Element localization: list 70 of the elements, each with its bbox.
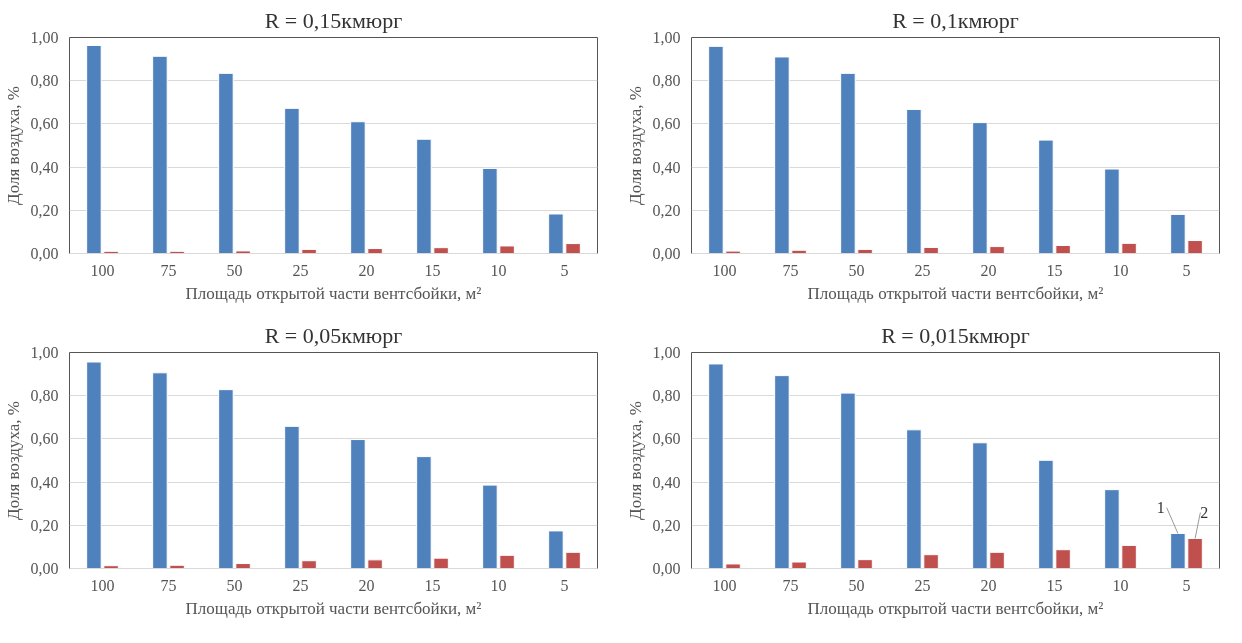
y-tick-label: 0,20 xyxy=(30,516,59,534)
y-tick-label: 0,40 xyxy=(652,158,681,176)
x-tick-label: 15 xyxy=(1046,261,1063,279)
x-axis-title: Площадь открытой части вентсбойки, м² xyxy=(807,283,1104,303)
x-tick-label: 75 xyxy=(782,576,799,594)
y-tick-label: 0,00 xyxy=(30,560,59,577)
x-tick-label: 75 xyxy=(782,261,799,279)
x-tick-label: 25 xyxy=(914,576,931,594)
y-tick-label: 0,40 xyxy=(30,473,59,491)
x-tick-label: 15 xyxy=(1046,576,1063,594)
x-tick-label: 100 xyxy=(712,261,737,279)
x-tick-label: 10 xyxy=(1112,576,1129,594)
y-axis-title: Доля воздуха, % xyxy=(3,86,23,205)
x-tick-label: 5 xyxy=(560,576,569,594)
x-axis-title: Площадь открытой части вентсбойки, м² xyxy=(185,283,482,303)
y-tick-label: 1,00 xyxy=(652,29,681,46)
x-tick-label: 75 xyxy=(160,261,177,279)
x-tick-label: 100 xyxy=(90,576,115,594)
x-tick-label: 75 xyxy=(160,576,177,594)
x-tick-label: 15 xyxy=(424,261,441,279)
x-tick-label: 50 xyxy=(226,576,243,594)
x-tick-label: 25 xyxy=(292,261,309,279)
y-tick-label: 1,00 xyxy=(30,344,59,361)
x-tick-label: 5 xyxy=(560,261,569,279)
chart-title: R = 0,015кмюрг xyxy=(881,322,1030,348)
chart-title: R = 0,1кмюрг xyxy=(892,7,1019,33)
y-tick-label: 0,20 xyxy=(652,516,681,534)
x-tick-label: 50 xyxy=(848,576,865,594)
y-tick-label: 0,00 xyxy=(652,245,681,262)
x-tick-label: 100 xyxy=(712,576,737,594)
y-tick-label: 1,00 xyxy=(30,29,59,46)
x-tick-label: 10 xyxy=(490,576,507,594)
y-axis-title: Доля воздуха, % xyxy=(625,86,645,205)
y-tick-label: 0,80 xyxy=(30,387,59,405)
y-tick-label: 1,00 xyxy=(652,344,681,361)
x-tick-label: 25 xyxy=(914,261,931,279)
x-tick-label: 20 xyxy=(980,576,997,594)
x-tick-label: 100 xyxy=(90,261,115,279)
x-tick-label: 10 xyxy=(490,261,507,279)
y-tick-label: 0,40 xyxy=(30,158,59,176)
x-axis-title: Площадь открытой части вентсбойки, м² xyxy=(185,598,482,618)
y-tick-label: 0,80 xyxy=(30,72,59,90)
x-tick-label: 50 xyxy=(848,261,865,279)
y-tick-label: 0,20 xyxy=(30,201,59,219)
y-tick-label: 0,00 xyxy=(652,560,681,577)
annotation: 1 xyxy=(1156,499,1165,517)
x-tick-label: 20 xyxy=(980,261,997,279)
y-tick-label: 0,60 xyxy=(30,115,59,133)
y-tick-label: 0,80 xyxy=(652,72,681,90)
x-tick-label: 5 xyxy=(1182,261,1191,279)
x-tick-label: 25 xyxy=(292,576,309,594)
y-tick-label: 0,60 xyxy=(30,430,59,448)
y-tick-label: 0,40 xyxy=(652,473,681,491)
x-tick-label: 50 xyxy=(226,261,243,279)
chart-title: R = 0,15кмюрг xyxy=(264,7,403,33)
y-tick-label: 0,60 xyxy=(652,430,681,448)
y-axis-title: Доля воздуха, % xyxy=(3,401,23,520)
x-tick-label: 20 xyxy=(358,261,375,279)
x-axis-title: Площадь открытой части вентсбойки, м² xyxy=(807,598,1104,618)
x-tick-label: 15 xyxy=(424,576,441,594)
x-tick-label: 20 xyxy=(358,576,375,594)
y-axis-title: Доля воздуха, % xyxy=(625,401,645,520)
y-tick-label: 0,60 xyxy=(652,115,681,133)
x-tick-label: 5 xyxy=(1182,576,1191,594)
annotation: 2 xyxy=(1200,504,1209,522)
y-tick-label: 0,80 xyxy=(652,387,681,405)
y-tick-label: 0,20 xyxy=(652,201,681,219)
chart-title: R = 0,05кмюрг xyxy=(264,322,403,348)
x-tick-label: 10 xyxy=(1112,261,1129,279)
y-tick-label: 0,00 xyxy=(30,245,59,262)
